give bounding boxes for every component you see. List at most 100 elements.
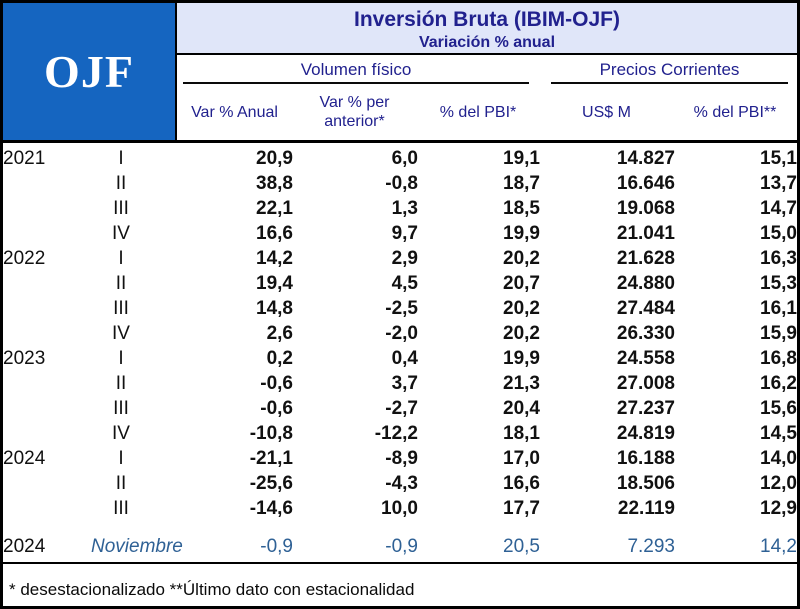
column-group-row: Volumen físico Precios Corrientes [177,60,797,84]
value-cell: -2,0 [385,322,418,344]
value-cell: 22,1 [256,197,293,219]
column-header-usd: US$ M [582,103,631,121]
value-cell: 15,9 [760,322,797,344]
value-cell: -2,5 [385,297,418,319]
value-cell: 18,5 [503,197,540,219]
column-header-var-per: Var % per anterior* [319,94,390,130]
value-cell: 16,3 [760,247,797,269]
value-cell: 15,6 [760,397,797,419]
year-cell [3,221,91,246]
value-cell: 3,7 [391,372,418,394]
period-cell: III [113,197,129,219]
value-cell: 14,8 [256,297,293,319]
group-volumen-fisico: Volumen físico [177,60,539,84]
spacer-row [3,521,797,532]
period-cell: II [115,372,127,394]
value-cell: 9,7 [391,222,418,244]
value-cell: 20,9 [256,147,293,169]
value-cell: 17,0 [503,447,540,469]
value-cell: 16.646 [616,172,675,194]
period-cell: II [115,172,127,194]
value-cell: -10,8 [249,422,293,444]
value-cell: 15,3 [760,272,797,294]
value-cell: 16,8 [760,347,797,369]
footnote: * desestacionalizado **Último dato con e… [3,562,797,606]
value-cell: -0,6 [260,397,293,419]
group-precios-corrientes: Precios Corrientes [539,60,796,84]
table-row: III 14,8 -2,5 20,2 27.484 16,1 [3,296,797,321]
year-cell [3,496,91,521]
value-cell: 21.628 [616,247,675,269]
value-cell: 2,6 [266,322,293,344]
value-cell: 20,7 [503,272,540,294]
value-cell: 20,2 [503,322,540,344]
value-cell: 16.188 [616,447,675,469]
value-cell: 7.293 [627,536,675,557]
value-cell: 0,4 [391,347,418,369]
value-cell: 16,6 [503,472,540,494]
period-cell: Noviembre [91,536,183,557]
value-cell: -25,6 [249,472,293,494]
column-header-row: Var % Anual Var % per anterior* % del PB… [177,84,797,140]
value-cell: -0,9 [260,536,293,557]
value-cell: 24.880 [616,272,675,294]
table-row: 2021 I 20,9 6,0 19,1 14.827 15,1 [3,146,797,171]
year-cell: 2024 [3,447,46,469]
column-header-var-anual: Var % Anual [191,103,278,121]
table-row: IV 2,6 -2,0 20,2 26.330 15,9 [3,321,797,346]
value-cell: 20,2 [503,297,540,319]
table-row: III -14,6 10,0 17,7 22.119 12,9 [3,496,797,521]
value-cell: 21.041 [616,222,675,244]
table-row: 2024 I -21,1 -8,9 17,0 16.188 14,0 [3,446,797,471]
value-cell: 19,1 [503,147,540,169]
title-band: Inversión Bruta (IBIM-OJF) Variación % a… [177,3,797,55]
value-cell: 24.558 [616,347,675,369]
year-cell: 2024 [3,536,46,557]
year-cell [3,321,91,346]
table-row: 2022 I 14,2 2,9 20,2 21.628 16,3 [3,246,797,271]
value-cell: 15,0 [760,222,797,244]
value-cell: -8,9 [385,447,418,469]
value-cell: -4,3 [385,472,418,494]
period-cell: I [118,347,124,369]
value-cell: 38,8 [256,172,293,194]
table-row: II 38,8 -0,8 18,7 16.646 13,7 [3,171,797,196]
value-cell: 1,3 [391,197,418,219]
value-cell: 14.827 [616,147,675,169]
value-cell: 2,9 [391,247,418,269]
column-header-pbi-corriente: % del PBI** [693,103,777,121]
value-cell: 19,9 [503,347,540,369]
value-cell: 26.330 [616,322,675,344]
value-cell: 14,2 [256,247,293,269]
year-cell: 2023 [3,347,46,369]
value-cell: -0,8 [385,172,418,194]
value-cell: 18,7 [503,172,540,194]
year-cell [3,196,91,221]
group-volumen-fisico-label: Volumen físico [183,60,529,84]
table-row-november: 2024 Noviembre -0,9 -0,9 20,5 7.293 14,2 [3,532,797,562]
period-cell: II [115,472,127,494]
data-table: 2021 I 20,9 6,0 19,1 14.827 15,1 II 38,8 -0,8 18,7… [3,146,797,562]
table-row: II -25,6 -4,3 16,6 18.506 12,0 [3,471,797,496]
period-cell: IV [112,322,130,344]
value-cell: 21,3 [503,372,540,394]
value-cell: 12,9 [760,497,797,519]
period-cell: IV [112,422,130,444]
page-title: Inversión Bruta (IBIM-OJF) [353,8,621,31]
value-cell: 18,1 [503,422,540,444]
value-cell: 20,4 [503,397,540,419]
value-cell: 17,7 [503,497,540,519]
year-cell [3,296,91,321]
ojf-logo-text: OJF [44,46,134,97]
table-row: III -0,6 -2,7 20,4 27.237 15,6 [3,396,797,421]
table-row: IV -10,8 -12,2 18,1 24.819 14,5 [3,421,797,446]
value-cell: 27.484 [616,297,675,319]
year-cell [3,271,91,296]
period-cell: III [113,297,129,319]
value-cell: -14,6 [249,497,293,519]
period-cell: I [118,247,124,269]
period-cell: III [113,397,129,419]
table-row: IV 16,6 9,7 19,9 21.041 15,0 [3,221,797,246]
group-precios-corrientes-label: Precios Corrientes [551,60,788,84]
